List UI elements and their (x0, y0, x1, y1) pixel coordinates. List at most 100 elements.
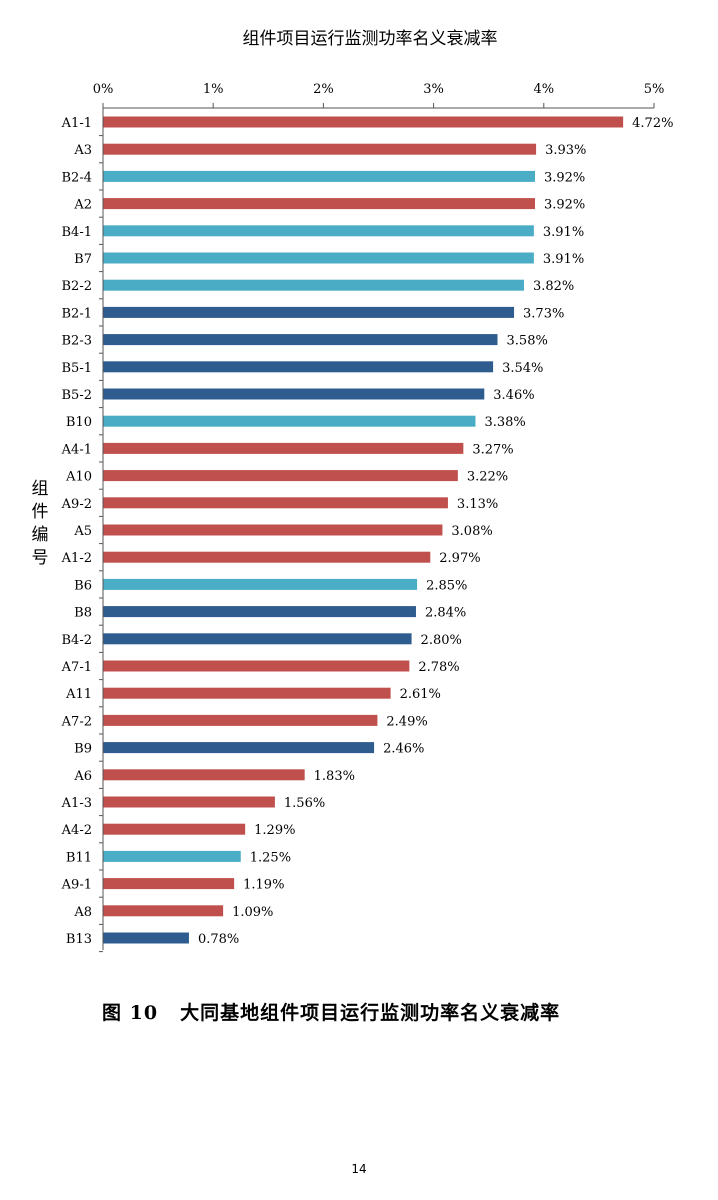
data-label: 2.49% (386, 714, 427, 729)
data-label: 3.91% (543, 225, 584, 240)
chart-title: 组件项目运行监测功率名义衰减率 (243, 29, 498, 49)
x-axis: 0% 1% 2% 3% 4% 5% (93, 82, 665, 109)
category-label: A1-3 (61, 796, 92, 811)
data-label: 3.22% (467, 470, 508, 485)
y-axis-label-char: 件 (32, 502, 49, 522)
category-label: B4-1 (62, 225, 93, 240)
data-label: 3.13% (457, 497, 498, 512)
bar (103, 415, 476, 427)
category-label: B2-3 (62, 334, 93, 349)
category-label: B13 (66, 932, 92, 947)
category-label: B7 (74, 252, 92, 267)
bar (103, 633, 412, 645)
bar (103, 769, 305, 781)
data-label: 2.84% (425, 606, 466, 621)
page-number: 14 (351, 1162, 367, 1176)
bar (103, 905, 224, 917)
data-label: 2.78% (418, 660, 459, 675)
bar (103, 714, 378, 726)
category-label: A3 (73, 143, 92, 158)
bar (103, 306, 515, 318)
data-label: 3.38% (484, 415, 525, 430)
bar-series: A1-1 4.72% A3 3.93% B2-4 3.92% A2 3.92% B4-1 3.91… (61, 116, 674, 947)
category-label: A4-2 (61, 823, 92, 838)
category-label: A8 (73, 905, 92, 920)
category-label: A9-2 (61, 497, 92, 512)
figure-caption: 图 10 大同基地组件项目运行监测功率名义衰减率 (102, 998, 560, 1025)
data-label: 1.19% (243, 878, 284, 893)
data-label: 3.73% (523, 306, 564, 321)
data-label: 2.46% (383, 742, 424, 757)
data-label: 2.80% (421, 633, 462, 648)
category-label: A4-1 (61, 442, 92, 457)
data-label: 3.91% (543, 252, 584, 267)
bar (103, 252, 534, 264)
category-label: A2 (73, 198, 92, 213)
bar (103, 551, 431, 563)
bar (103, 497, 448, 509)
category-label: A7-1 (61, 660, 92, 675)
category-label: B9 (74, 742, 92, 757)
data-label: 3.54% (502, 361, 543, 376)
category-label: B6 (74, 578, 92, 593)
bar (103, 388, 485, 400)
data-label: 3.93% (545, 143, 586, 158)
bar (103, 225, 534, 237)
category-label: A1-1 (61, 116, 92, 131)
y-axis-label-char: 号 (32, 548, 49, 568)
x-tick-label: 2% (313, 82, 334, 97)
data-label: 3.92% (544, 198, 585, 213)
bar (103, 279, 524, 291)
data-label: 1.83% (314, 769, 355, 784)
data-label: 1.25% (250, 850, 291, 865)
data-label: 1.09% (232, 905, 273, 920)
bar (103, 361, 494, 373)
bar (103, 143, 537, 155)
bar (103, 334, 498, 346)
y-axis-label-char: 组 (32, 479, 49, 499)
bar (103, 198, 535, 210)
y-axis (99, 108, 104, 953)
bar-chart: 组件项目运行监测功率名义衰减率 0% 1% 2% 3% 4% 5% A1-1 4.72% A3… (32, 29, 674, 953)
data-label: 0.78% (198, 932, 239, 947)
data-label: 2.61% (400, 687, 441, 702)
category-label: B5-2 (62, 388, 93, 403)
data-label: 3.27% (472, 442, 513, 457)
bar (103, 796, 275, 808)
x-tick-label: 0% (93, 82, 114, 97)
data-label: 3.46% (493, 388, 534, 403)
data-label: 1.29% (254, 823, 295, 838)
bar (103, 578, 418, 590)
figure-caption-text: 大同基地组件项目运行监测功率名义衰减率 (180, 1002, 561, 1024)
category-label: A1-2 (61, 551, 92, 566)
category-label: B10 (66, 415, 92, 430)
bar (103, 470, 458, 482)
bar (103, 932, 189, 944)
category-label: B2-4 (62, 170, 93, 185)
bar (103, 442, 464, 454)
data-label: 3.58% (507, 334, 548, 349)
category-label: A10 (65, 470, 92, 485)
category-label: B2-1 (62, 306, 93, 321)
x-tick-label: 4% (533, 82, 554, 97)
bar (103, 660, 410, 672)
bar (103, 823, 246, 835)
bar (103, 850, 241, 862)
data-label: 3.92% (544, 170, 585, 185)
bar (103, 742, 375, 754)
category-label: B4-2 (62, 633, 93, 648)
bar (103, 170, 535, 182)
bar (103, 687, 391, 699)
y-axis-label-char: 编 (32, 525, 49, 545)
bar (103, 606, 416, 618)
data-label: 1.56% (284, 796, 325, 811)
x-tick-label: 5% (644, 82, 665, 97)
category-label: A9-1 (61, 878, 92, 893)
category-label: A6 (73, 769, 92, 784)
bar (103, 116, 624, 128)
category-label: A7-2 (61, 714, 92, 729)
bar (103, 524, 443, 536)
category-label: A11 (65, 687, 92, 702)
x-tick-label: 3% (423, 82, 444, 97)
